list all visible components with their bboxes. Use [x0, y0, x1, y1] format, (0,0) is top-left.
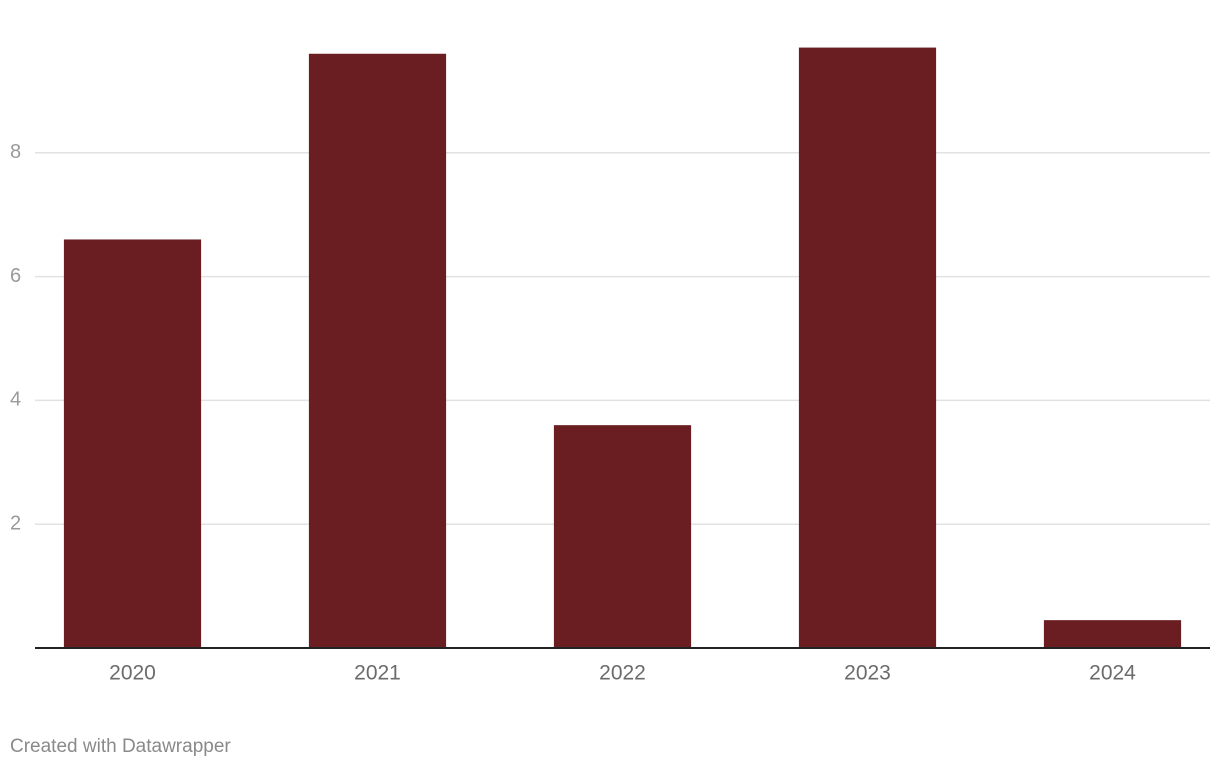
- y-tick-label: 4: [10, 389, 21, 411]
- x-tick-label: 2020: [109, 662, 156, 685]
- x-tick-label: 2024: [1089, 662, 1136, 685]
- bar: [798, 47, 937, 648]
- bar: [308, 53, 447, 648]
- y-tick-label: 6: [10, 265, 21, 287]
- y-tick-label: 8: [10, 141, 21, 163]
- bar: [63, 239, 202, 648]
- bar: [553, 425, 692, 648]
- footer-credit: Created with Datawrapper: [10, 736, 231, 757]
- y-tick-label: 2: [10, 512, 21, 534]
- x-tick-label: 2022: [599, 662, 646, 685]
- x-tick-label: 2023: [844, 662, 891, 685]
- x-tick-label: 2021: [354, 662, 401, 685]
- bar: [1043, 620, 1182, 648]
